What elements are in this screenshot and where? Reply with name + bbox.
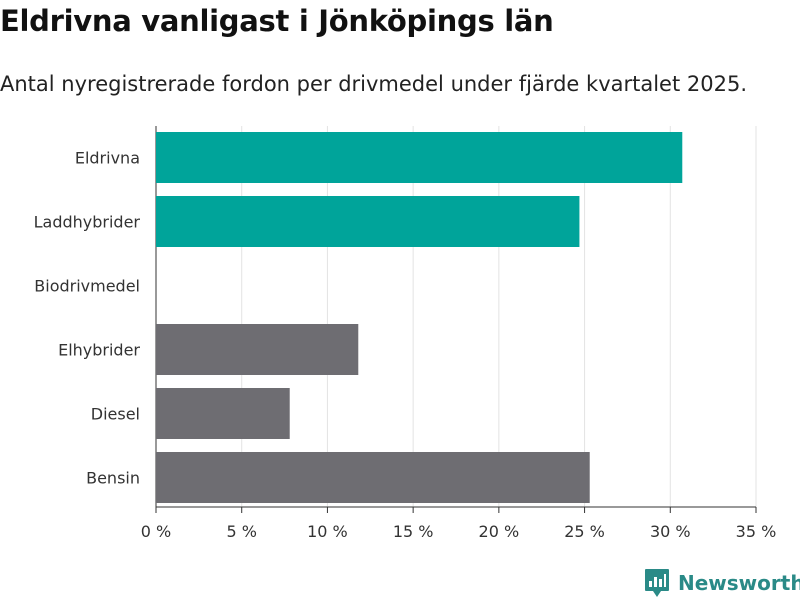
x-tick-label-7: 35 % — [736, 522, 777, 541]
x-tick-label-4: 20 % — [479, 522, 520, 541]
bar-bensin — [156, 452, 590, 503]
y-tick-label-bensin: Bensin — [86, 469, 140, 488]
chart-subtitle: Antal nyregistrerade fordon per drivmede… — [0, 72, 748, 96]
bar-chart: 0 % 5 % 10 % 15 % 20 % 25 % 30 % 35 % Eldrivna La… — [34, 126, 777, 541]
x-tick-label-0: 0 % — [141, 522, 171, 541]
newsworthy-logo: Newsworthy — [644, 568, 800, 598]
x-tick-label-6: 30 % — [650, 522, 691, 541]
bar-laddhybrider — [156, 196, 580, 247]
bar-elhybrider — [156, 324, 359, 375]
chart-title: Eldrivna vanligast i Jönköpings län — [0, 4, 554, 38]
bar-eldrivna — [156, 132, 683, 183]
x-tick-label-2: 10 % — [307, 522, 348, 541]
x-tick-label-5: 25 % — [564, 522, 605, 541]
bar-chart-logo-icon — [645, 569, 669, 597]
y-tick-label-biodrivmedel: Biodrivmedel — [34, 277, 140, 296]
y-tick-label-eldrivna: Eldrivna — [75, 149, 140, 168]
y-tick-label-elhybrider: Elhybrider — [58, 341, 140, 360]
x-tick-label-1: 5 % — [226, 522, 256, 541]
y-tick-label-laddhybrider: Laddhybrider — [34, 213, 141, 232]
bar-diesel — [156, 388, 290, 439]
x-tick-label-3: 15 % — [393, 522, 434, 541]
brand-name: Newsworthy — [678, 571, 800, 595]
y-tick-label-diesel: Diesel — [91, 405, 140, 424]
